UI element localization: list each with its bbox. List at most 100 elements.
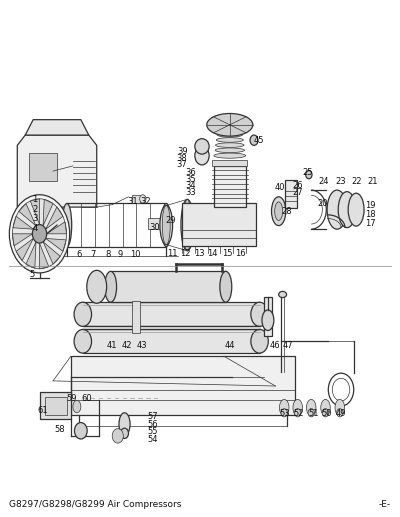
Bar bbox=[286, 180, 297, 208]
Ellipse shape bbox=[281, 408, 287, 417]
Text: 21: 21 bbox=[368, 177, 378, 186]
Bar bbox=[264, 297, 272, 336]
Ellipse shape bbox=[348, 193, 364, 226]
Ellipse shape bbox=[214, 153, 246, 158]
Text: 4: 4 bbox=[32, 224, 38, 233]
Ellipse shape bbox=[220, 271, 232, 302]
Ellipse shape bbox=[62, 204, 72, 247]
Ellipse shape bbox=[215, 148, 244, 153]
Ellipse shape bbox=[74, 329, 92, 353]
Polygon shape bbox=[40, 243, 49, 269]
Ellipse shape bbox=[162, 206, 170, 245]
Bar bbox=[83, 302, 260, 326]
Text: 34: 34 bbox=[186, 181, 196, 190]
Text: 2: 2 bbox=[32, 205, 38, 214]
Ellipse shape bbox=[250, 135, 258, 145]
Text: 54: 54 bbox=[147, 435, 158, 444]
Text: 35: 35 bbox=[186, 175, 196, 184]
Ellipse shape bbox=[308, 408, 314, 417]
Ellipse shape bbox=[337, 408, 343, 417]
Text: 18: 18 bbox=[366, 210, 376, 219]
Text: 50: 50 bbox=[322, 409, 332, 418]
Text: 53: 53 bbox=[279, 409, 290, 418]
Text: 19: 19 bbox=[366, 201, 376, 210]
Text: 52: 52 bbox=[293, 409, 304, 418]
Text: 20: 20 bbox=[317, 199, 328, 208]
Text: 27: 27 bbox=[292, 188, 303, 197]
Polygon shape bbox=[17, 135, 97, 207]
Text: 11: 11 bbox=[167, 249, 178, 258]
Polygon shape bbox=[30, 199, 40, 224]
Ellipse shape bbox=[262, 310, 274, 330]
Text: 51: 51 bbox=[308, 409, 318, 418]
Ellipse shape bbox=[195, 146, 209, 165]
Bar bbox=[132, 195, 140, 203]
Text: 30: 30 bbox=[149, 223, 160, 232]
Text: 58: 58 bbox=[55, 425, 66, 434]
Bar bbox=[83, 329, 260, 353]
Ellipse shape bbox=[217, 132, 243, 137]
Polygon shape bbox=[25, 119, 89, 135]
Text: 60: 60 bbox=[82, 394, 92, 403]
Text: 42: 42 bbox=[121, 341, 132, 351]
Text: 25: 25 bbox=[302, 168, 312, 177]
Ellipse shape bbox=[322, 408, 329, 417]
Ellipse shape bbox=[293, 400, 302, 416]
Ellipse shape bbox=[216, 138, 243, 142]
Text: 16: 16 bbox=[235, 249, 246, 258]
Bar bbox=[182, 204, 256, 246]
Text: 24: 24 bbox=[319, 177, 329, 186]
Text: 40: 40 bbox=[274, 183, 285, 192]
Ellipse shape bbox=[140, 195, 146, 203]
Ellipse shape bbox=[251, 302, 268, 326]
Text: 29: 29 bbox=[166, 217, 176, 225]
Text: 23: 23 bbox=[335, 177, 346, 186]
Ellipse shape bbox=[216, 143, 244, 147]
Ellipse shape bbox=[32, 224, 47, 243]
Text: 47: 47 bbox=[283, 341, 294, 351]
Ellipse shape bbox=[306, 171, 312, 179]
Polygon shape bbox=[16, 238, 33, 261]
Text: 39: 39 bbox=[177, 147, 188, 156]
Text: 3: 3 bbox=[32, 215, 38, 223]
Text: -E-: -E- bbox=[378, 500, 391, 509]
Text: 44: 44 bbox=[224, 341, 235, 351]
Ellipse shape bbox=[120, 428, 128, 438]
Text: 31: 31 bbox=[127, 197, 138, 206]
Polygon shape bbox=[12, 234, 32, 246]
Text: G8297/G8298/G8299 Air Compressors: G8297/G8298/G8299 Air Compressors bbox=[9, 500, 182, 509]
Text: 26: 26 bbox=[292, 181, 303, 190]
Bar bbox=[212, 160, 247, 166]
Text: 6: 6 bbox=[76, 250, 82, 259]
Ellipse shape bbox=[160, 206, 172, 245]
Text: 49: 49 bbox=[336, 409, 346, 418]
Ellipse shape bbox=[306, 400, 316, 416]
Polygon shape bbox=[46, 207, 63, 229]
Text: 46: 46 bbox=[269, 341, 280, 351]
Text: 45: 45 bbox=[254, 136, 264, 145]
Ellipse shape bbox=[119, 413, 130, 435]
Polygon shape bbox=[26, 242, 36, 268]
Bar bbox=[214, 166, 246, 207]
Text: 55: 55 bbox=[147, 427, 158, 436]
Ellipse shape bbox=[327, 190, 347, 229]
Bar bbox=[148, 218, 160, 229]
Ellipse shape bbox=[12, 199, 66, 269]
Text: 9: 9 bbox=[118, 250, 123, 259]
Polygon shape bbox=[47, 222, 66, 234]
Ellipse shape bbox=[294, 408, 301, 417]
Ellipse shape bbox=[181, 200, 194, 251]
Polygon shape bbox=[19, 204, 36, 226]
Polygon shape bbox=[43, 200, 53, 226]
Ellipse shape bbox=[162, 204, 171, 247]
Polygon shape bbox=[13, 216, 33, 229]
Text: 57: 57 bbox=[147, 412, 158, 421]
Text: 15: 15 bbox=[222, 249, 232, 258]
Text: 37: 37 bbox=[177, 160, 188, 170]
Text: 8: 8 bbox=[105, 250, 110, 259]
Bar bbox=[111, 271, 226, 302]
Text: 7: 7 bbox=[90, 250, 96, 259]
Ellipse shape bbox=[272, 197, 286, 225]
Bar bbox=[71, 356, 295, 415]
Text: 41: 41 bbox=[106, 341, 117, 351]
